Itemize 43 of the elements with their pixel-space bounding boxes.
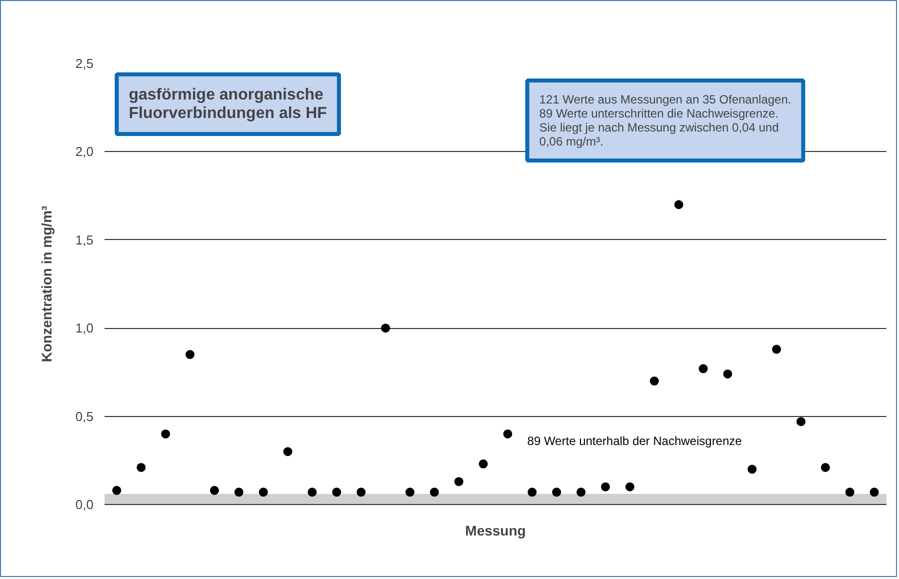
point [136, 462, 146, 472]
point [186, 350, 195, 360]
point [234, 488, 244, 497]
point [381, 324, 390, 333]
point [870, 488, 879, 497]
point [430, 488, 439, 497]
y-tick-label: 1,0 [75, 320, 94, 336]
y-axis-title: Konzentration in mg/m³ [38, 206, 54, 362]
y-tick-label: 1,5 [75, 232, 94, 248]
point [503, 429, 512, 438]
point [528, 488, 537, 497]
point [576, 488, 586, 497]
point [210, 486, 219, 495]
point [332, 488, 342, 497]
point [674, 200, 684, 210]
annotation: 89 Werte unterhalb der Nachweisgrenze [527, 434, 742, 448]
point [552, 488, 562, 497]
point [112, 486, 122, 495]
y-tick-label: 2,0 [75, 144, 94, 160]
point [625, 482, 634, 492]
point [405, 488, 414, 497]
y-tick-label: 0,5 [75, 408, 94, 424]
point [796, 417, 806, 426]
point [258, 488, 268, 497]
point [454, 477, 464, 486]
x-axis-title: Messung [465, 522, 526, 538]
point [478, 459, 488, 468]
annotation: 121 Werte aus Messungen an 35 Ofenanlagen. 89 Werte unterschritten die Nachweisgrenze. Sie liegt je nach Messung zwischen 0,04 und 0,06 mg/m³. [539, 92, 792, 149]
point [845, 488, 854, 497]
point [650, 376, 659, 386]
y-tick-label: 2,5 [75, 56, 94, 71]
point [356, 488, 366, 497]
point [772, 344, 782, 354]
point [723, 369, 732, 378]
point [308, 488, 317, 497]
point [698, 364, 708, 374]
point [748, 464, 757, 474]
point [600, 482, 610, 492]
text: gasförmige anorganische Fluorverbindungen als HF [128, 86, 328, 122]
point [283, 447, 292, 456]
point [161, 429, 170, 438]
point [820, 462, 830, 472]
y-tick-label: 0,0 [75, 497, 94, 512]
